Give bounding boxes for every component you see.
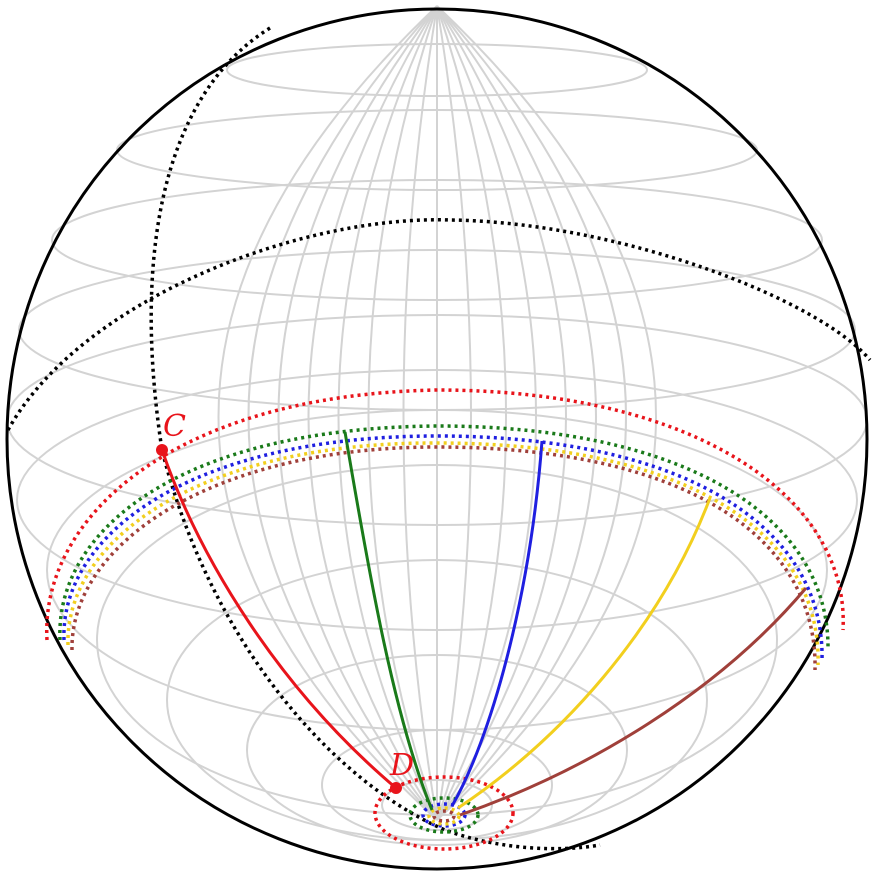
point-d-label: D bbox=[389, 748, 414, 783]
colored-rings bbox=[45, 388, 845, 671]
geodesic-green bbox=[343, 431, 434, 811]
point-c-label: C bbox=[163, 409, 186, 444]
pole-ring-brown bbox=[432, 809, 456, 823]
pole-rings bbox=[373, 775, 515, 851]
ring-blue bbox=[62, 434, 824, 661]
geodesic-brown bbox=[459, 587, 808, 817]
sphere-outline bbox=[5, 7, 869, 871]
geodesics bbox=[160, 431, 808, 817]
meridian-grid bbox=[217, 5, 657, 821]
ring-brown bbox=[70, 445, 817, 671]
geodesic-red bbox=[160, 449, 397, 790]
point-d bbox=[390, 782, 402, 794]
ring-gold bbox=[66, 441, 820, 666]
point-c bbox=[156, 444, 168, 456]
geodesic-blue bbox=[450, 440, 544, 807]
pole-ring-red bbox=[373, 775, 515, 851]
ring-red bbox=[45, 388, 845, 641]
pole-ring-gold bbox=[427, 806, 461, 826]
pole-ring-blue bbox=[421, 802, 467, 828]
reference-circles bbox=[6, 26, 872, 851]
geodesic-gold bbox=[457, 497, 712, 810]
pole-ring-green bbox=[408, 796, 480, 834]
